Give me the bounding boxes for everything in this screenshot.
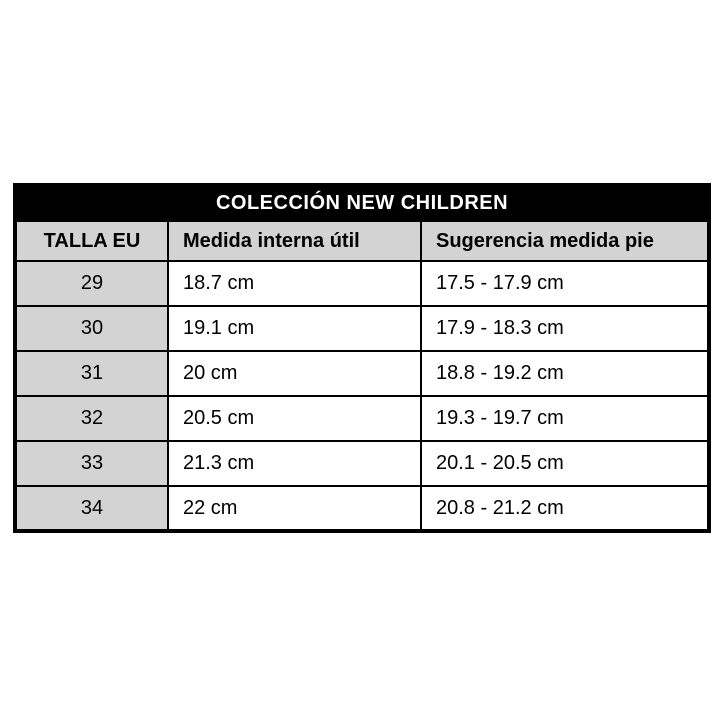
table-row: 33 21.3 cm 20.1 - 20.5 cm xyxy=(14,440,710,487)
size-cell: 29 xyxy=(14,260,169,307)
size-cell: 31 xyxy=(14,350,169,397)
table-row: 32 20.5 cm 19.3 - 19.7 cm xyxy=(14,395,710,442)
table-row: 31 20 cm 18.8 - 19.2 cm xyxy=(14,350,710,397)
size-cell: 32 xyxy=(14,395,169,442)
foot-suggestion-cell: 20.1 - 20.5 cm xyxy=(420,440,710,487)
table-row: 29 18.7 cm 17.5 - 17.9 cm xyxy=(14,260,710,307)
table-row: 30 19.1 cm 17.9 - 18.3 cm xyxy=(14,305,710,352)
foot-suggestion-cell: 17.9 - 18.3 cm xyxy=(420,305,710,352)
table-title: COLECCIÓN NEW CHILDREN xyxy=(14,184,710,222)
internal-measure-cell: 21.3 cm xyxy=(167,440,422,487)
internal-measure-cell: 19.1 cm xyxy=(167,305,422,352)
size-cell: 34 xyxy=(14,485,169,532)
foot-suggestion-cell: 20.8 - 21.2 cm xyxy=(420,485,710,532)
foot-suggestion-cell: 19.3 - 19.7 cm xyxy=(420,395,710,442)
table-header-row: TALLA EU Medida interna útil Sugerencia … xyxy=(14,220,710,262)
internal-measure-cell: 20.5 cm xyxy=(167,395,422,442)
table-row: 34 22 cm 20.8 - 21.2 cm xyxy=(14,485,710,532)
col-header-medida-interna: Medida interna útil xyxy=(167,220,422,262)
internal-measure-cell: 20 cm xyxy=(167,350,422,397)
size-cell: 30 xyxy=(14,305,169,352)
internal-measure-cell: 22 cm xyxy=(167,485,422,532)
foot-suggestion-cell: 17.5 - 17.9 cm xyxy=(420,260,710,307)
col-header-talla-eu: TALLA EU xyxy=(14,220,169,262)
foot-suggestion-cell: 18.8 - 19.2 cm xyxy=(420,350,710,397)
col-header-sugerencia-pie: Sugerencia medida pie xyxy=(420,220,710,262)
internal-measure-cell: 18.7 cm xyxy=(167,260,422,307)
table-title-row: COLECCIÓN NEW CHILDREN xyxy=(14,184,710,222)
size-cell: 33 xyxy=(14,440,169,487)
size-chart-table: COLECCIÓN NEW CHILDREN TALLA EU Medida i… xyxy=(13,183,711,533)
